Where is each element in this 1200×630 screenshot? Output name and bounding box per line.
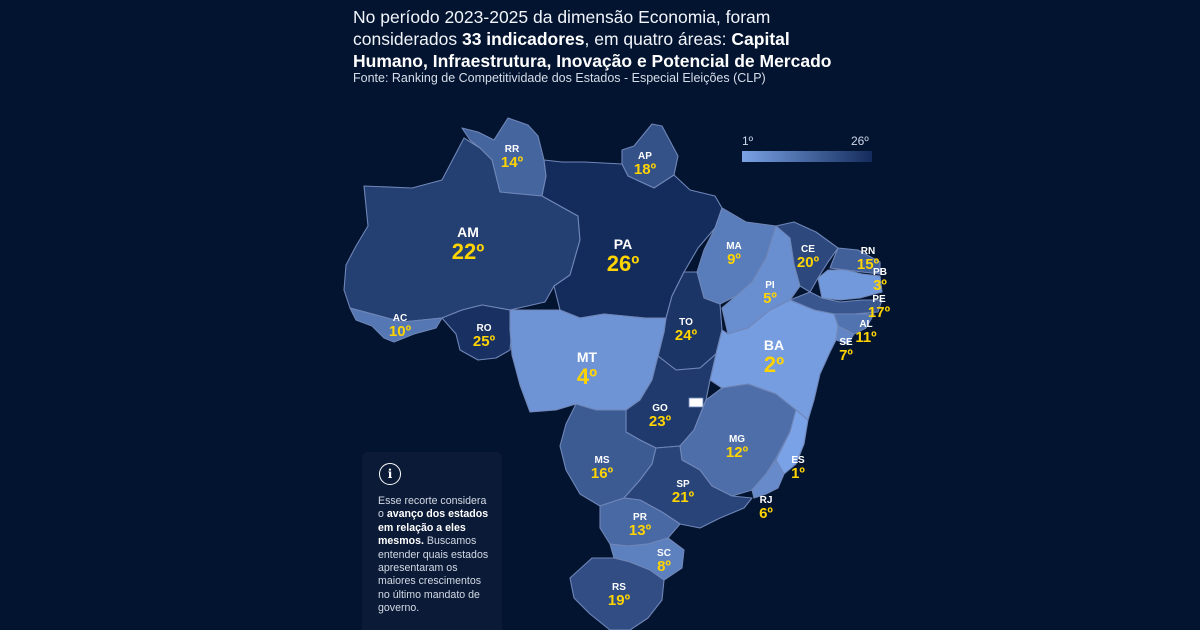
state-rank-ro: 25º: [473, 333, 496, 350]
state-rank-ap: 18º: [634, 161, 657, 178]
state-shape-pa[interactable]: [541, 159, 723, 319]
state-abbr-rj: RJ: [760, 495, 773, 506]
state-abbr-es: ES: [791, 455, 805, 466]
state-rank-rr: 14º: [501, 154, 524, 171]
info-icon: i: [379, 463, 401, 485]
state-abbr-ac: AC: [393, 313, 407, 324]
state-abbr-pb: PB: [873, 267, 887, 278]
state-rank-pa: 26º: [607, 251, 640, 276]
state-abbr-ro: RO: [477, 323, 492, 334]
state-shape-rj[interactable]: [751, 459, 785, 499]
state-shape-am[interactable]: [343, 137, 581, 323]
state-shape-ro[interactable]: [441, 304, 513, 361]
state-shape-sp[interactable]: [623, 445, 753, 529]
state-abbr-rn: RN: [861, 246, 875, 257]
note-highlight: avanço dos estados em relação a eles mes…: [378, 508, 489, 548]
state-abbr-se: SE: [839, 337, 853, 348]
state-rank-sp: 21º: [672, 489, 695, 506]
state-rank-se: 7º: [839, 347, 853, 364]
state-abbr-pr: PR: [633, 512, 648, 523]
state-rank-ac: 10º: [389, 323, 412, 340]
state-abbr-am: AM: [457, 224, 479, 240]
state-rank-sc: 8º: [657, 558, 671, 575]
state-rank-pb: 3º: [873, 277, 887, 294]
state-rank-to: 24º: [675, 327, 698, 344]
state-rank-ma: 9º: [727, 251, 741, 268]
state-rank-rs: 19º: [608, 592, 631, 609]
legend-max-label: 26º: [851, 134, 869, 148]
state-abbr-sc: SC: [657, 548, 671, 559]
state-rank-rn: 15º: [857, 256, 880, 273]
note-text-part: Esse recorte considera o: [378, 495, 487, 521]
state-rank-ms: 16º: [591, 465, 614, 482]
state-rank-am: 22º: [452, 239, 485, 264]
note-text-part: Buscamos entender quais estados apresent…: [378, 535, 489, 615]
federal-district-marker: [688, 397, 704, 408]
state-abbr-to: TO: [679, 317, 693, 328]
state-shape-ac[interactable]: [349, 307, 443, 343]
state-abbr-rs: RS: [612, 582, 626, 593]
state-abbr-mt: MT: [577, 349, 598, 365]
state-abbr-pa: PA: [614, 236, 632, 252]
state-rank-pi: 5º: [763, 290, 777, 307]
state-shape-rs[interactable]: [569, 557, 665, 630]
state-rank-ba: 2º: [764, 352, 784, 377]
info-note-text: Esse recorte considera o avanço dos esta…: [378, 495, 490, 616]
state-abbr-pe: PE: [872, 294, 886, 305]
state-shape-ba[interactable]: [709, 299, 839, 421]
state-rank-mt: 4º: [577, 364, 597, 389]
legend-min-label: 1º: [742, 134, 754, 148]
state-rank-pr: 13º: [629, 522, 652, 539]
state-abbr-ba: BA: [764, 337, 784, 353]
state-rank-ce: 20º: [797, 254, 820, 271]
state-shape-mg[interactable]: [679, 383, 797, 497]
state-rank-pe: 17º: [868, 304, 891, 321]
state-abbr-ap: AP: [638, 151, 652, 162]
header-text-part: , em quatro áreas:: [584, 29, 732, 49]
header-highlight-areas: Capital Humano, Infraestrutura, Inovação…: [353, 29, 832, 71]
state-rank-al: 11º: [855, 329, 877, 346]
source-text: Fonte: Ranking de Competitividade dos Es…: [353, 71, 766, 85]
state-abbr-ma: MA: [726, 241, 742, 252]
header-highlight-indicators: 33 indicadores: [461, 29, 585, 49]
state-abbr-go: GO: [652, 403, 668, 414]
state-rank-rj: 6º: [759, 505, 773, 522]
header-text: No período 2023-2025 da dimensão Economi…: [353, 6, 853, 72]
state-rank-es: 1º: [791, 465, 805, 482]
state-abbr-rr: RR: [505, 144, 520, 155]
header-text-part: No período 2023-2025 da dimensão Economi…: [353, 7, 771, 49]
state-shape-es[interactable]: [775, 409, 809, 475]
state-abbr-sp: SP: [676, 479, 690, 490]
state-abbr-al: AL: [859, 319, 872, 330]
state-abbr-ms: MS: [595, 455, 610, 466]
state-abbr-ce: CE: [801, 244, 815, 255]
legend: 1º 26º: [742, 134, 872, 162]
state-rank-go: 23º: [649, 413, 672, 430]
state-abbr-pi: PI: [765, 280, 775, 291]
legend-color-bar: [742, 151, 872, 162]
state-shape-rn[interactable]: [829, 247, 881, 275]
state-rank-mg: 12º: [726, 444, 749, 461]
info-note-card: i Esse recorte considera o avanço dos es…: [362, 452, 502, 630]
state-shape-pb[interactable]: [817, 269, 883, 301]
state-abbr-mg: MG: [729, 434, 745, 445]
